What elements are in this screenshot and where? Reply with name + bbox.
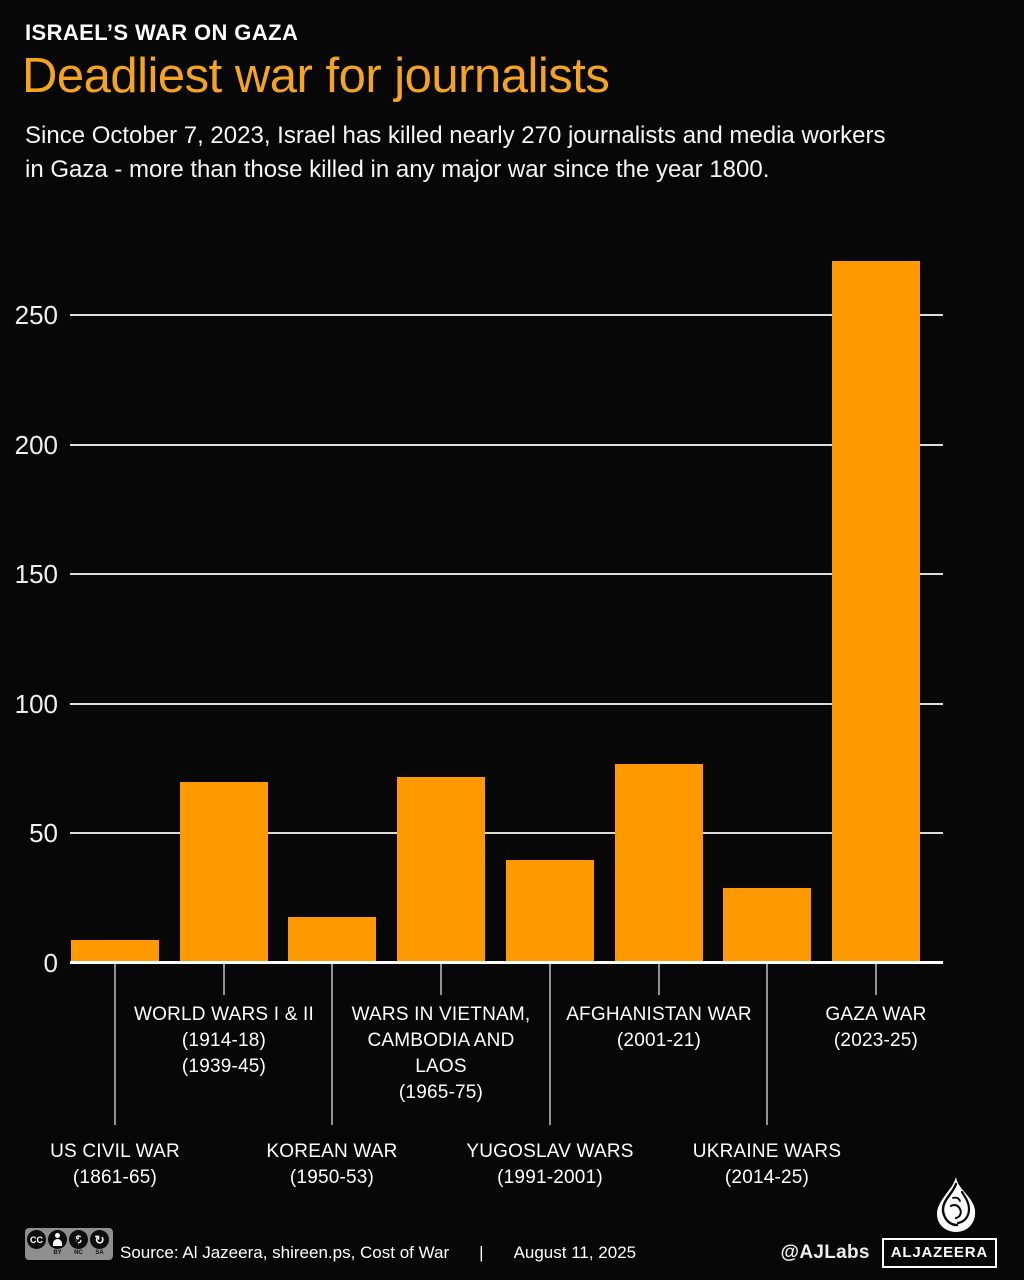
y-axis-tick-label: 100: [14, 689, 58, 719]
category-label: AFGHANISTAN WAR (2001-21): [539, 1002, 779, 1054]
source-text: Source: Al Jazeera, shireen.ps, Cost of …: [120, 1243, 450, 1262]
category-label-line: (1861-65): [72, 1167, 158, 1188]
bar: [615, 764, 703, 961]
category-label-line: YUGOSLAV WARS: [466, 1141, 634, 1162]
y-axis-tick-label: 200: [14, 430, 58, 460]
cc-nc-icon: $: [69, 1230, 88, 1249]
bar: [506, 860, 594, 961]
category-label-line: WARS IN VIETNAM,: [351, 1004, 531, 1025]
description-line-1: Since October 7, 2023, Israel has killed…: [25, 122, 886, 149]
category-label-line: (1939-45): [181, 1056, 267, 1077]
category-label-line: UKRAINE WARS: [692, 1141, 842, 1162]
leader-line: [875, 964, 877, 995]
description-line-2: in Gaza - more than those killed in any …: [25, 156, 770, 183]
y-axis-tick-label: 50: [29, 818, 58, 848]
category-label-line: US CIVIL WAR: [50, 1141, 180, 1162]
category-label: YUGOSLAV WARS (1991-2001): [430, 1139, 670, 1191]
category-label-line: (2001-21): [616, 1030, 702, 1051]
y-axis-tick-label: 250: [14, 300, 58, 330]
cc-icons-row: CC $ ↻: [25, 1228, 109, 1249]
category-label-line: (1950-53): [289, 1167, 375, 1188]
category-label-line: KOREAN WAR: [266, 1141, 398, 1162]
cc-sa-label: SA: [95, 1250, 104, 1256]
category-label-line: WORLD WARS I & II: [133, 1004, 315, 1025]
gridline: [70, 703, 943, 705]
category-label-line: (1991-2001): [497, 1167, 603, 1188]
leader-line: [766, 964, 768, 1125]
category-label-line: (2014-25): [724, 1167, 810, 1188]
source-row: Source: Al Jazeera, shireen.ps, Cost of …: [120, 1238, 636, 1268]
ajlabs-handle: @AJLabs: [780, 1242, 870, 1263]
person-body-icon: [53, 1239, 62, 1246]
leader-line: [440, 964, 442, 995]
category-label: KOREAN WAR (1950-53): [212, 1139, 452, 1191]
category-label: UKRAINE WARS (2014-25): [647, 1139, 887, 1191]
category-label: US CIVIL WAR (1861-65): [0, 1139, 235, 1191]
category-label-line: CAMBODIA AND: [367, 1030, 515, 1051]
x-axis-line: [70, 961, 943, 964]
gridline: [70, 314, 943, 316]
gridline: [70, 573, 943, 575]
category-label-line: (1914-18): [181, 1030, 267, 1051]
cc-by-icon: [48, 1230, 67, 1249]
category-label-line: GAZA WAR: [825, 1004, 927, 1025]
bar: [397, 777, 485, 961]
leader-line: [331, 964, 333, 1125]
date-text: August 11, 2025: [513, 1243, 637, 1262]
category-label: WORLD WARS I & II (1914-18) (1939-45): [104, 1002, 344, 1080]
leader-line: [223, 964, 225, 995]
category-label-line: (1965-75): [398, 1082, 484, 1103]
cc-sa-icon: ↻: [90, 1230, 109, 1249]
bar: [288, 917, 376, 961]
person-head-icon: [55, 1233, 60, 1238]
category-label-line: (2023-25): [833, 1030, 919, 1051]
brand-row: @AJLabs ALJAZEERA: [781, 1237, 997, 1269]
bar: [723, 888, 811, 961]
separator: |: [479, 1243, 484, 1262]
gridline: [70, 444, 943, 446]
page-title: Deadliest war for journalists: [22, 49, 610, 103]
cc-sub-labels: BY NC SA: [48, 1249, 109, 1257]
y-axis-tick-label: 150: [14, 559, 58, 589]
description: Since October 7, 2023, Israel has killed…: [25, 119, 885, 187]
creative-commons-badge: CC $ ↻ BY NC SA: [25, 1228, 113, 1260]
leader-line: [114, 964, 116, 1125]
bar: [180, 782, 268, 961]
category-label: WARS IN VIETNAM, CAMBODIA AND LAOS (1965-75…: [321, 1002, 561, 1106]
gridline: [70, 832, 943, 834]
leader-line: [658, 964, 660, 995]
y-axis-tick-label: 0: [43, 948, 58, 978]
bar: [71, 940, 159, 961]
cc-icon: CC: [27, 1230, 46, 1249]
aljazeera-flame-logo-icon: [937, 1177, 976, 1232]
leader-line: [549, 964, 551, 1125]
category-label-line: AFGHANISTAN WAR: [566, 1004, 752, 1025]
bar: [832, 261, 920, 961]
category-label-line: LAOS: [415, 1056, 467, 1077]
category-label: GAZA WAR (2023-25): [756, 1002, 996, 1054]
cc-by-label: BY: [53, 1250, 62, 1256]
cc-nc-label: NC: [74, 1250, 83, 1256]
kicker: ISRAEL’S WAR ON GAZA: [25, 20, 299, 45]
aljazeera-wordmark: ALJAZEERA: [881, 1238, 997, 1268]
